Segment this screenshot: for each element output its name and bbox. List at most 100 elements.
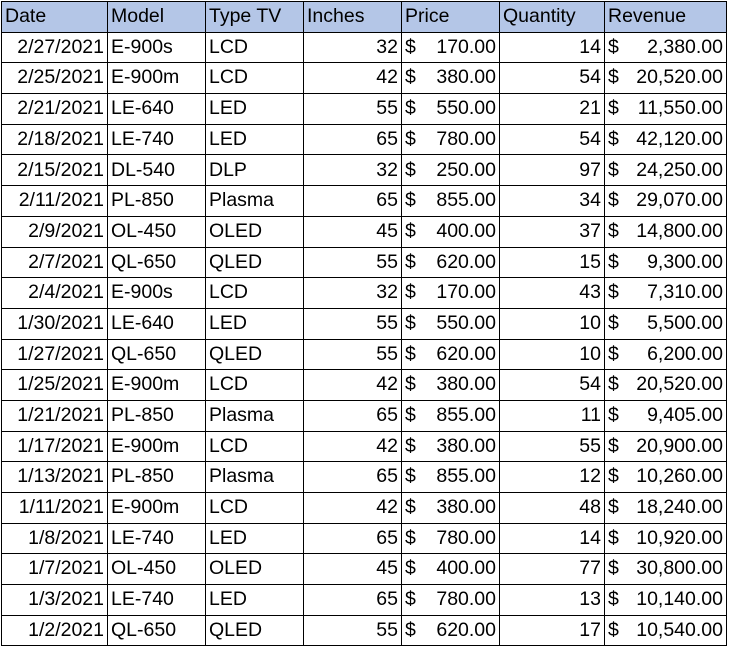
cell-revenue[interactable]: $10,920.00	[604, 522, 727, 555]
cell-revenue[interactable]: $20,520.00	[604, 62, 727, 95]
cell-date[interactable]: 2/25/2021	[1, 62, 108, 95]
cell-inches[interactable]: 42	[303, 62, 402, 95]
cell-date[interactable]: 1/7/2021	[1, 553, 108, 586]
cell-type-tv[interactable]: QLED	[205, 614, 304, 647]
cell-price[interactable]: $620.00	[401, 246, 500, 279]
cell-inches[interactable]: 45	[303, 553, 402, 586]
header-quantity[interactable]: Quantity	[499, 1, 605, 33]
cell-type-tv[interactable]: LCD	[205, 430, 304, 463]
cell-price[interactable]: $780.00	[401, 123, 500, 156]
cell-inches[interactable]: 55	[303, 338, 402, 371]
cell-revenue[interactable]: $10,260.00	[604, 461, 727, 493]
cell-price[interactable]: $400.00	[401, 215, 500, 248]
header-model[interactable]: Model	[107, 1, 206, 33]
cell-model[interactable]: OL-450	[107, 215, 206, 248]
cell-inches[interactable]: 55	[303, 614, 402, 647]
cell-quantity[interactable]: 55	[499, 430, 605, 463]
cell-revenue[interactable]: $10,140.00	[604, 584, 727, 616]
cell-model[interactable]: E-900m	[107, 369, 206, 401]
cell-inches[interactable]: 65	[303, 522, 402, 555]
cell-quantity[interactable]: 54	[499, 123, 605, 156]
cell-inches[interactable]: 65	[303, 399, 402, 432]
cell-type-tv[interactable]: LCD	[205, 31, 304, 64]
cell-price[interactable]: $170.00	[401, 31, 500, 64]
cell-date[interactable]: 2/11/2021	[1, 185, 108, 217]
cell-inches[interactable]: 55	[303, 246, 402, 279]
cell-type-tv[interactable]: OLED	[205, 215, 304, 248]
cell-quantity[interactable]: 12	[499, 461, 605, 493]
cell-model[interactable]: LE-740	[107, 522, 206, 555]
cell-quantity[interactable]: 43	[499, 277, 605, 309]
cell-date[interactable]: 1/3/2021	[1, 584, 108, 616]
cell-inches[interactable]: 32	[303, 277, 402, 309]
cell-revenue[interactable]: $11,550.00	[604, 93, 727, 125]
cell-date[interactable]: 1/13/2021	[1, 461, 108, 493]
cell-quantity[interactable]: 54	[499, 62, 605, 95]
cell-quantity[interactable]: 14	[499, 522, 605, 555]
cell-model[interactable]: LE-640	[107, 93, 206, 125]
cell-price[interactable]: $380.00	[401, 492, 500, 524]
cell-quantity[interactable]: 17	[499, 614, 605, 647]
cell-date[interactable]: 2/9/2021	[1, 215, 108, 248]
cell-inches[interactable]: 45	[303, 215, 402, 248]
cell-quantity[interactable]: 11	[499, 399, 605, 432]
cell-quantity[interactable]: 10	[499, 307, 605, 340]
cell-model[interactable]: DL-540	[107, 154, 206, 187]
cell-type-tv[interactable]: LCD	[205, 62, 304, 95]
cell-type-tv[interactable]: LED	[205, 123, 304, 156]
cell-type-tv[interactable]: DLP	[205, 154, 304, 187]
cell-revenue[interactable]: $20,520.00	[604, 369, 727, 401]
cell-model[interactable]: PL-850	[107, 461, 206, 493]
cell-inches[interactable]: 65	[303, 185, 402, 217]
cell-price[interactable]: $400.00	[401, 553, 500, 586]
cell-price[interactable]: $250.00	[401, 154, 500, 187]
cell-date[interactable]: 2/15/2021	[1, 154, 108, 187]
cell-revenue[interactable]: $18,240.00	[604, 492, 727, 524]
cell-inches[interactable]: 42	[303, 369, 402, 401]
cell-revenue[interactable]: $ 7,310.00	[604, 277, 727, 309]
cell-date[interactable]: 1/11/2021	[1, 492, 108, 524]
cell-date[interactable]: 2/21/2021	[1, 93, 108, 125]
cell-revenue[interactable]: $24,250.00	[604, 154, 727, 187]
cell-model[interactable]: QL-650	[107, 246, 206, 279]
cell-price[interactable]: $620.00	[401, 614, 500, 647]
cell-quantity[interactable]: 14	[499, 31, 605, 64]
cell-quantity[interactable]: 97	[499, 154, 605, 187]
cell-revenue[interactable]: $30,800.00	[604, 553, 727, 586]
cell-model[interactable]: E-900m	[107, 430, 206, 463]
cell-type-tv[interactable]: QLED	[205, 246, 304, 279]
cell-type-tv[interactable]: LCD	[205, 369, 304, 401]
cell-date[interactable]: 1/30/2021	[1, 307, 108, 340]
cell-quantity[interactable]: 15	[499, 246, 605, 279]
cell-revenue[interactable]: $42,120.00	[604, 123, 727, 156]
cell-inches[interactable]: 32	[303, 154, 402, 187]
cell-price[interactable]: $170.00	[401, 277, 500, 309]
cell-type-tv[interactable]: Plasma	[205, 185, 304, 217]
cell-price[interactable]: $855.00	[401, 185, 500, 217]
cell-price[interactable]: $780.00	[401, 522, 500, 555]
cell-price[interactable]: $380.00	[401, 430, 500, 463]
cell-date[interactable]: 2/7/2021	[1, 246, 108, 279]
cell-date[interactable]: 2/4/2021	[1, 277, 108, 309]
cell-price[interactable]: $380.00	[401, 62, 500, 95]
cell-inches[interactable]: 32	[303, 31, 402, 64]
cell-revenue[interactable]: $ 2,380.00	[604, 31, 727, 64]
cell-price[interactable]: $855.00	[401, 399, 500, 432]
cell-price[interactable]: $550.00	[401, 93, 500, 125]
cell-date[interactable]: 2/27/2021	[1, 31, 108, 64]
cell-inches[interactable]: 65	[303, 584, 402, 616]
cell-type-tv[interactable]: LCD	[205, 277, 304, 309]
cell-inches[interactable]: 42	[303, 492, 402, 524]
cell-quantity[interactable]: 54	[499, 369, 605, 401]
cell-date[interactable]: 1/2/2021	[1, 614, 108, 647]
cell-model[interactable]: QL-650	[107, 614, 206, 647]
cell-date[interactable]: 1/25/2021	[1, 369, 108, 401]
cell-revenue[interactable]: $14,800.00	[604, 215, 727, 248]
cell-price[interactable]: $380.00	[401, 369, 500, 401]
cell-model[interactable]: LE-740	[107, 584, 206, 616]
cell-type-tv[interactable]: QLED	[205, 338, 304, 371]
cell-model[interactable]: E-900s	[107, 31, 206, 64]
cell-model[interactable]: LE-640	[107, 307, 206, 340]
cell-price[interactable]: $855.00	[401, 461, 500, 493]
cell-inches[interactable]: 65	[303, 461, 402, 493]
